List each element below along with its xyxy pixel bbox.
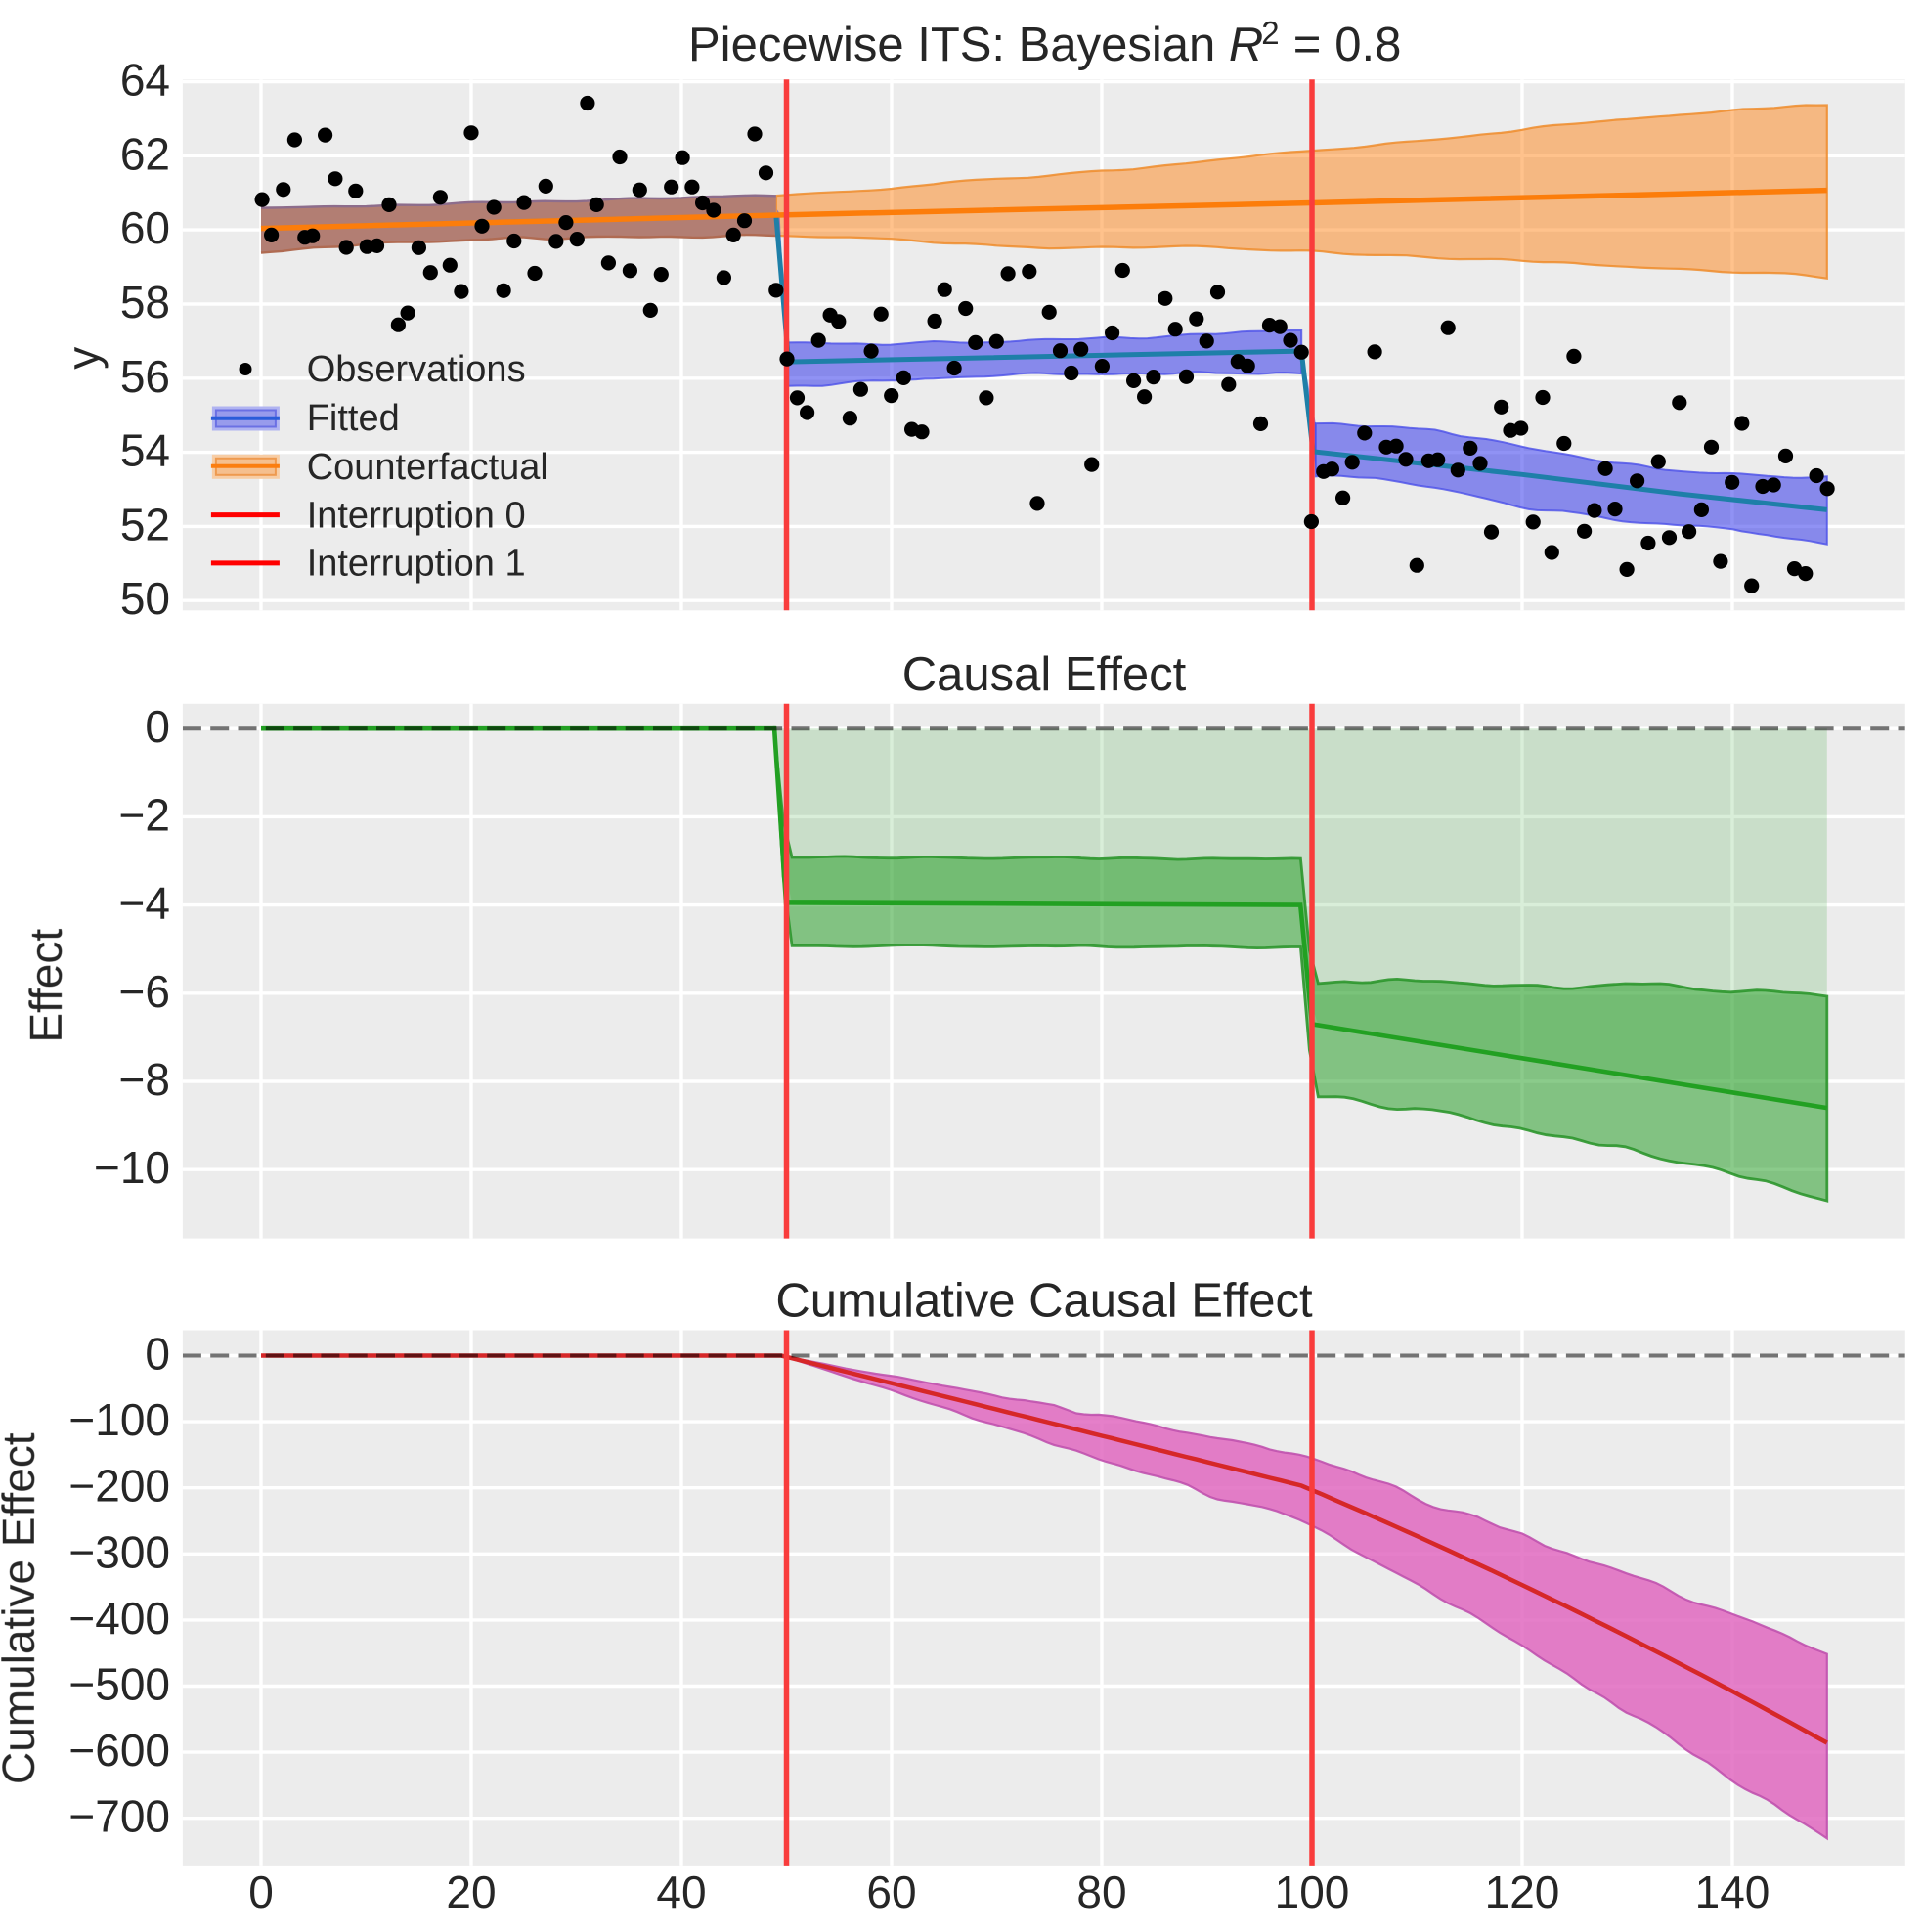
svg-text:120: 120 xyxy=(1485,1866,1560,1917)
svg-text:Interruption 0: Interruption 0 xyxy=(307,495,526,536)
svg-text:Piecewise ITS: Bayesian: Piecewise ITS: Bayesian xyxy=(688,19,1215,71)
svg-text:−500: −500 xyxy=(68,1659,170,1710)
svg-text:0: 0 xyxy=(248,1866,274,1917)
svg-text:62: 62 xyxy=(120,128,170,179)
svg-text:80: 80 xyxy=(1076,1866,1126,1917)
svg-text:−400: −400 xyxy=(68,1593,170,1644)
svg-text:−10: −10 xyxy=(94,1142,170,1193)
svg-text:Observations: Observations xyxy=(307,349,526,390)
svg-text:60: 60 xyxy=(866,1866,916,1917)
svg-text:20: 20 xyxy=(446,1866,496,1917)
svg-text:Counterfactual: Counterfactual xyxy=(307,447,548,488)
svg-text:−8: −8 xyxy=(119,1054,170,1105)
svg-text:−700: −700 xyxy=(68,1791,170,1842)
svg-text:40: 40 xyxy=(656,1866,706,1917)
svg-text:Fitted: Fitted xyxy=(307,398,400,439)
svg-text:−100: −100 xyxy=(68,1394,170,1445)
svg-text:54: 54 xyxy=(120,425,170,476)
svg-text:100: 100 xyxy=(1275,1866,1350,1917)
svg-text:−2: −2 xyxy=(119,789,170,840)
svg-text:140: 140 xyxy=(1695,1866,1770,1917)
svg-text:Effect: Effect xyxy=(21,929,71,1043)
svg-text:Causal Effect: Causal Effect xyxy=(902,648,1187,701)
svg-text:−200: −200 xyxy=(68,1461,170,1512)
svg-text:0: 0 xyxy=(145,1329,170,1380)
svg-text:−4: −4 xyxy=(119,878,170,929)
svg-text:58: 58 xyxy=(120,277,170,328)
svg-text:0: 0 xyxy=(145,701,170,752)
svg-text:Cumulative Effect: Cumulative Effect xyxy=(0,1432,44,1784)
svg-text:=: = xyxy=(1293,19,1322,71)
svg-text:56: 56 xyxy=(120,351,170,402)
svg-text:y: y xyxy=(58,347,109,370)
svg-text:52: 52 xyxy=(120,499,170,549)
svg-text:−6: −6 xyxy=(119,966,170,1017)
svg-text:64: 64 xyxy=(120,55,170,106)
svg-text:0.8: 0.8 xyxy=(1334,19,1401,71)
svg-text:R: R xyxy=(1229,19,1263,71)
svg-text:−300: −300 xyxy=(68,1526,170,1577)
svg-text:50: 50 xyxy=(120,573,170,624)
svg-text:Interruption 1: Interruption 1 xyxy=(307,544,526,585)
svg-text:60: 60 xyxy=(120,202,170,253)
svg-text:−600: −600 xyxy=(68,1725,170,1776)
svg-text:2: 2 xyxy=(1261,15,1279,51)
svg-text:Cumulative Causal Effect: Cumulative Causal Effect xyxy=(775,1275,1313,1328)
